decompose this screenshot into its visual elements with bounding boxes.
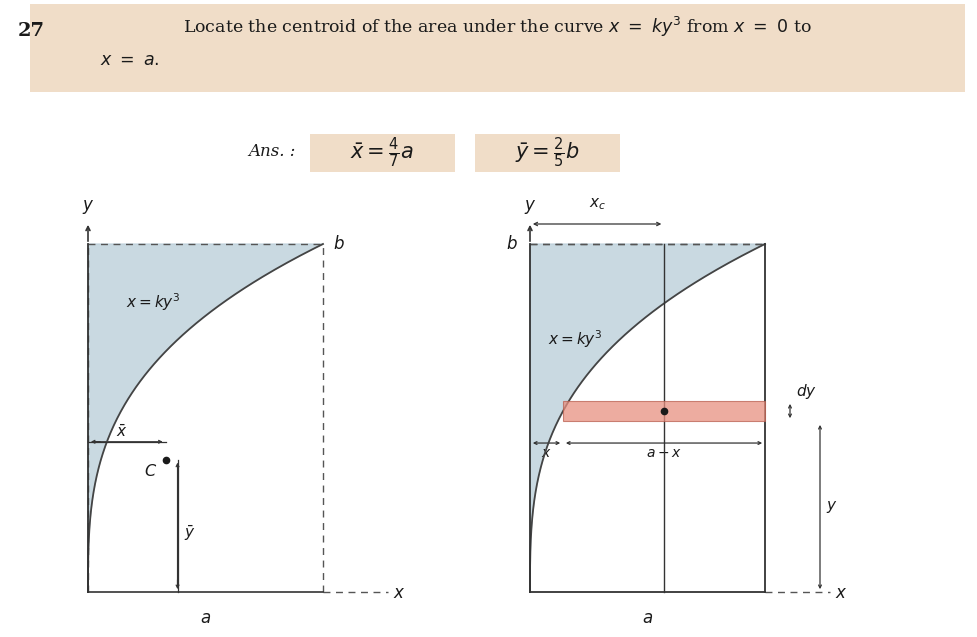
Text: $x = ky^3$: $x = ky^3$ bbox=[126, 291, 181, 313]
Text: $\bar{x}$: $\bar{x}$ bbox=[116, 424, 127, 440]
Text: $dy$: $dy$ bbox=[795, 382, 816, 401]
Polygon shape bbox=[88, 244, 322, 592]
Polygon shape bbox=[530, 244, 764, 592]
Text: $x$: $x$ bbox=[540, 446, 551, 460]
Text: $a$: $a$ bbox=[641, 610, 653, 627]
Text: $\bar{y} = \frac{2}{5}b$: $\bar{y} = \frac{2}{5}b$ bbox=[514, 136, 578, 170]
Text: $y$: $y$ bbox=[524, 198, 535, 216]
Text: $y$: $y$ bbox=[826, 499, 836, 515]
Text: $x$: $x$ bbox=[393, 585, 405, 603]
Text: 27: 27 bbox=[18, 22, 45, 40]
Text: $\bar{y}$: $\bar{y}$ bbox=[184, 524, 195, 543]
Text: $C$: $C$ bbox=[145, 462, 157, 480]
Bar bbox=[30, 4, 964, 92]
Text: $x_c$: $x_c$ bbox=[588, 196, 605, 212]
Text: $a - x$: $a - x$ bbox=[646, 446, 681, 460]
Bar bbox=[475, 134, 619, 172]
Text: $\bar{x} = \frac{4}{7}a$: $\bar{x} = \frac{4}{7}a$ bbox=[350, 136, 413, 170]
Bar bbox=[310, 134, 454, 172]
Text: $y$: $y$ bbox=[82, 198, 94, 216]
Text: $a$: $a$ bbox=[199, 610, 211, 627]
Text: $b$: $b$ bbox=[332, 235, 345, 253]
Text: $x$: $x$ bbox=[834, 585, 846, 603]
Text: $x\ =\ a.$: $x\ =\ a.$ bbox=[100, 52, 159, 69]
Text: Ans. :: Ans. : bbox=[248, 143, 295, 161]
Text: Locate the centroid of the area under the curve $x\ =\ ky^3$ from $x\ =\ 0$ to: Locate the centroid of the area under th… bbox=[183, 15, 811, 39]
Text: $b$: $b$ bbox=[506, 235, 518, 253]
Bar bbox=[563, 401, 764, 421]
Text: $x = ky^3$: $x = ky^3$ bbox=[547, 328, 602, 350]
